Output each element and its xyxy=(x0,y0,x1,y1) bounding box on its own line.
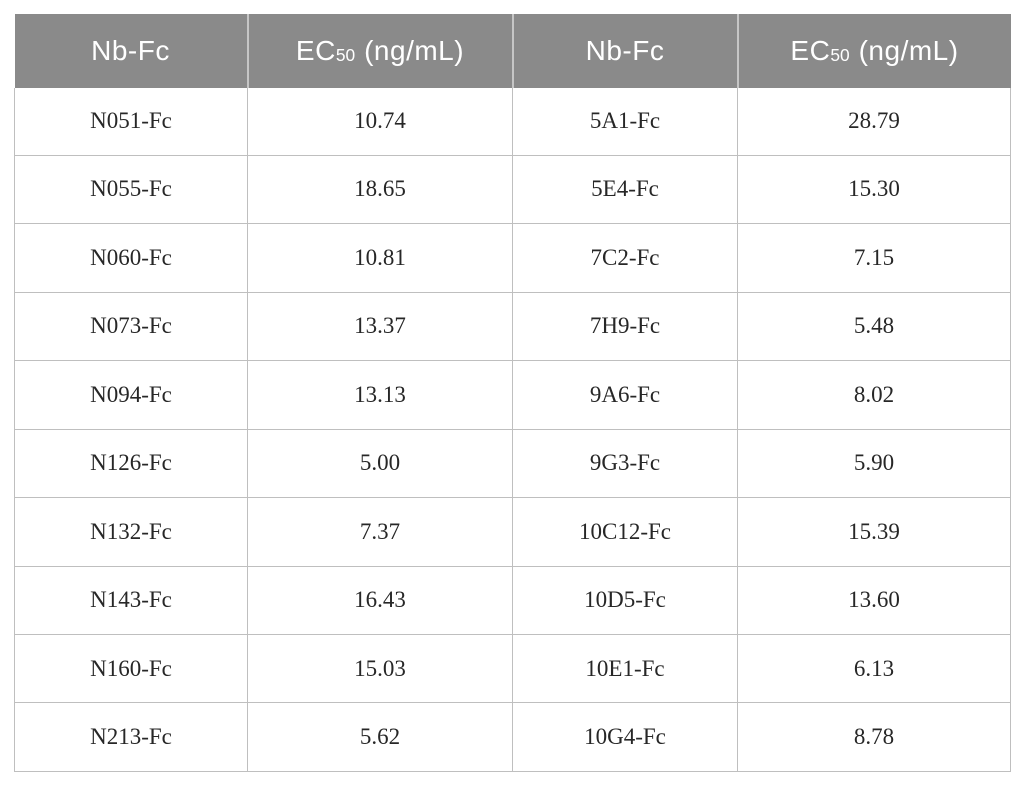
ec50-value-cell: 13.13 xyxy=(247,360,513,430)
ec50-value-cell: 15.39 xyxy=(737,497,1011,567)
ec50-value-cell: 8.78 xyxy=(737,702,1011,772)
ec50-value-cell: 7.15 xyxy=(737,223,1011,293)
nb-name-cell: N160-Fc xyxy=(14,633,248,704)
table-row: N055-Fc 18.65 5E4-Fc 15.30 xyxy=(14,154,1011,225)
nb-name-cell: 7H9-Fc xyxy=(512,291,738,362)
nb-name-cell: N051-Fc xyxy=(14,88,248,156)
ec50-value-cell: 16.43 xyxy=(247,565,513,635)
table-row: N143-Fc 16.43 10D5-Fc 13.60 xyxy=(14,565,1011,635)
nb-name-cell: 10C12-Fc xyxy=(512,497,738,567)
nb-name-cell: 10D5-Fc xyxy=(512,565,738,635)
ec50-label-unit: (ng/mL) xyxy=(364,35,465,66)
ec50-label-prefix: EC xyxy=(295,35,336,66)
col-header-nbfc-left: Nb-Fc xyxy=(14,14,248,88)
col-header-nbfc-right: Nb-Fc xyxy=(511,14,738,88)
nb-name-cell: 5E4-Fc xyxy=(512,154,738,225)
nb-name-cell: 10E1-Fc xyxy=(512,633,738,704)
ec50-label-subscript: 50 xyxy=(335,44,356,65)
ec50-value-cell: 15.30 xyxy=(737,154,1011,225)
ec50-value-cell: 5.00 xyxy=(247,428,513,499)
nb-name-cell: N055-Fc xyxy=(14,154,248,225)
nb-name-cell: 10G4-Fc xyxy=(512,702,738,772)
nb-name-cell: N073-Fc xyxy=(14,291,248,362)
nb-name-cell: 5A1-Fc xyxy=(512,88,738,156)
table-row: N060-Fc 10.81 7C2-Fc 7.15 xyxy=(14,223,1011,293)
ec50-label-prefix: EC xyxy=(790,35,831,66)
table-row: N126-Fc 5.00 9G3-Fc 5.90 xyxy=(14,428,1011,499)
nb-name-cell: N213-Fc xyxy=(14,702,248,772)
ec50-value-cell: 10.81 xyxy=(247,223,513,293)
table-row: N213-Fc 5.62 10G4-Fc 8.78 xyxy=(14,702,1011,772)
header-row: Nb-Fc EC50 (ng/mL) Nb-Fc EC50 (ng/mL) xyxy=(14,14,1011,88)
ec50-label-unit: (ng/mL) xyxy=(858,35,959,66)
ec50-value-cell: 13.37 xyxy=(247,291,513,362)
ec50-value-cell: 18.65 xyxy=(247,154,513,225)
nb-name-cell: 9G3-Fc xyxy=(512,428,738,499)
ec50-value-cell: 8.02 xyxy=(737,360,1011,430)
table-row: N160-Fc 15.03 10E1-Fc 6.13 xyxy=(14,633,1011,704)
table-row: N073-Fc 13.37 7H9-Fc 5.48 xyxy=(14,291,1011,362)
ec50-value-cell: 6.13 xyxy=(737,633,1011,704)
ec50-value-cell: 10.74 xyxy=(247,88,513,156)
nb-name-cell: N132-Fc xyxy=(14,497,248,567)
ec50-value-cell: 13.60 xyxy=(737,565,1011,635)
col-header-ec50-right: EC50 (ng/mL) xyxy=(736,14,1011,88)
nb-name-cell: N126-Fc xyxy=(14,428,248,499)
nb-name-cell: N094-Fc xyxy=(14,360,248,430)
nb-name-cell: 9A6-Fc xyxy=(512,360,738,430)
ec50-results-table: Nb-Fc EC50 (ng/mL) Nb-Fc EC50 (ng/mL) N051… xyxy=(14,14,1011,772)
ec50-value-cell: 15.03 xyxy=(247,633,513,704)
ec50-value-cell: 28.79 xyxy=(737,88,1011,156)
table-row: N132-Fc 7.37 10C12-Fc 15.39 xyxy=(14,497,1011,567)
ec50-value-cell: 5.62 xyxy=(247,702,513,772)
table-row: N051-Fc 10.74 5A1-Fc 28.79 xyxy=(14,88,1011,156)
nb-name-cell: 7C2-Fc xyxy=(512,223,738,293)
ec50-value-cell: 5.48 xyxy=(737,291,1011,362)
col-header-ec50-left: EC50 (ng/mL) xyxy=(246,14,513,88)
ec50-value-cell: 5.90 xyxy=(737,428,1011,499)
nb-name-cell: N143-Fc xyxy=(14,565,248,635)
ec50-value-cell: 7.37 xyxy=(247,497,513,567)
nb-name-cell: N060-Fc xyxy=(14,223,248,293)
table-row: N094-Fc 13.13 9A6-Fc 8.02 xyxy=(14,360,1011,430)
ec50-label-subscript: 50 xyxy=(830,44,850,65)
